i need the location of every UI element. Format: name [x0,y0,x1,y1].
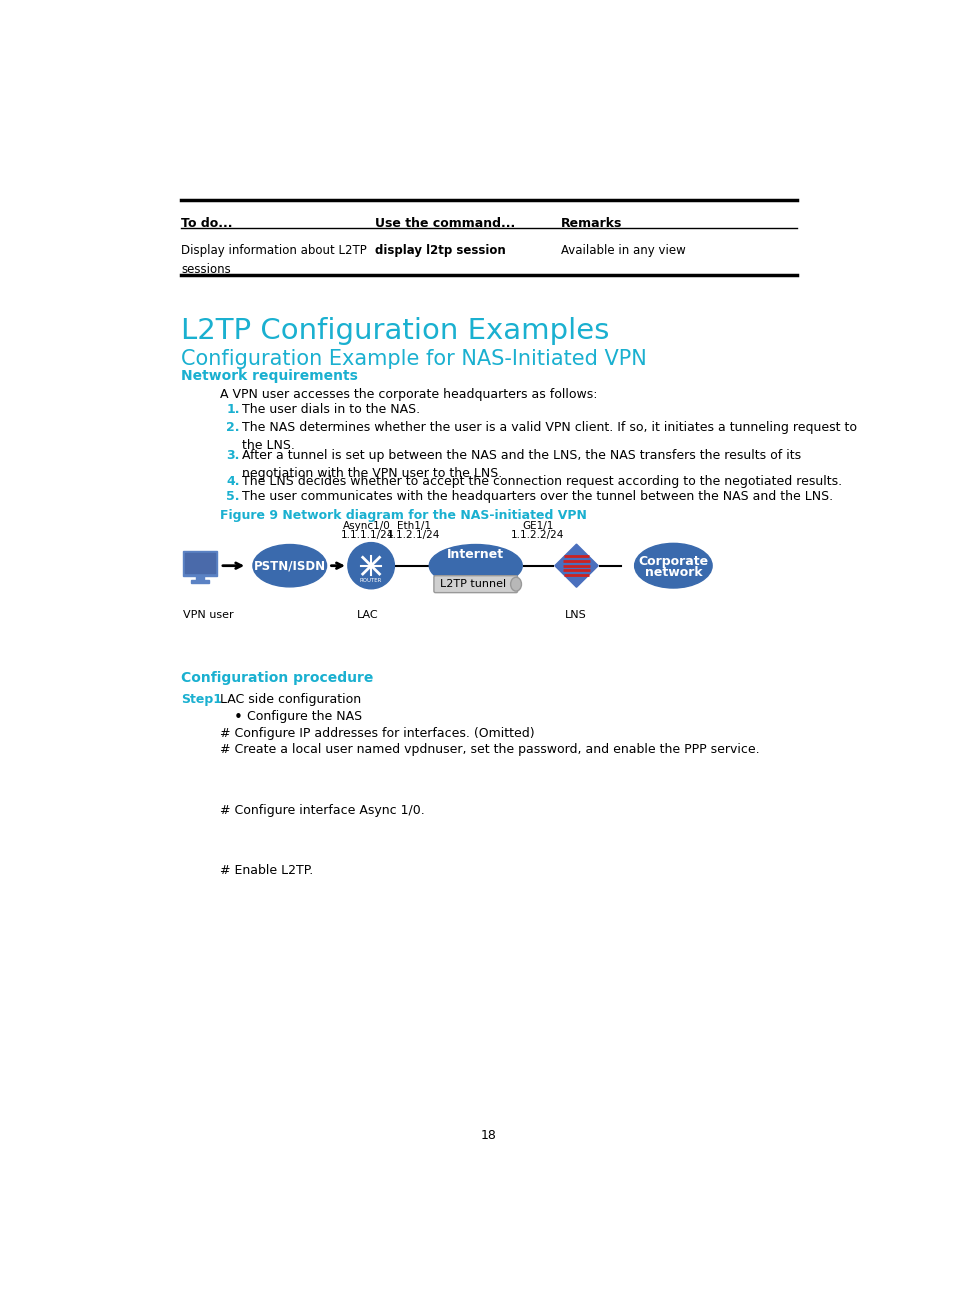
Text: Configuration Example for NAS-Initiated VPN: Configuration Example for NAS-Initiated … [181,349,646,369]
Bar [191,580,209,584]
Text: Display information about L2TP
sessions: Display information about L2TP sessions [181,243,367,276]
Text: Internet: Internet [447,547,504,560]
Text: 1.1.2.2/24: 1.1.2.2/24 [511,531,564,541]
Polygon shape [555,545,598,587]
Text: Async1/0: Async1/0 [343,521,391,531]
Text: L2TP Configuration Examples: L2TP Configuration Examples [181,317,609,345]
FancyBboxPatch shape [434,576,517,593]
Text: 1.1.1.1/24: 1.1.1.1/24 [340,531,394,541]
Text: L2TP tunnel: L2TP tunnel [439,580,505,589]
Circle shape [348,542,394,589]
Text: 1.1.2.1/24: 1.1.2.1/24 [387,531,440,541]
Text: PSTN/ISDN: PSTN/ISDN [253,559,326,572]
Text: 5.: 5. [226,490,239,503]
Ellipse shape [634,543,711,587]
Text: # Create a local user named vpdnuser, set the password, and enable the PPP servi: # Create a local user named vpdnuser, se… [220,743,759,756]
Bar [183,551,216,576]
Text: Eth1/1: Eth1/1 [396,521,431,531]
Text: display l2tp session: display l2tp session [375,243,505,256]
Ellipse shape [429,545,521,587]
Text: LNS: LNS [564,609,586,620]
Text: Step1: Step1 [181,692,222,705]
Text: LAC: LAC [356,609,378,620]
Text: Use the command...: Use the command... [375,217,515,230]
Text: After a tunnel is set up between the NAS and the LNS, the NAS transfers the resu: After a tunnel is set up between the NAS… [241,449,800,480]
Text: A VPN user accesses the corporate headquarters as follows:: A VPN user accesses the corporate headqu… [220,388,597,401]
Text: The user communicates with the headquarters over the tunnel between the NAS and : The user communicates with the headquart… [241,490,832,503]
Text: The user dials in to the NAS.: The user dials in to the NAS. [241,404,419,417]
Text: The LNS decides whether to accept the connection request according to the negoti: The LNS decides whether to accept the co… [241,475,841,488]
Text: 2.: 2. [226,421,239,433]
Text: LAC side configuration: LAC side configuration [220,692,361,705]
Text: Figure 9 Network diagram for the NAS-initiated VPN: Figure 9 Network diagram for the NAS-ini… [220,510,586,523]
Text: Configuration procedure: Configuration procedure [181,672,374,686]
Text: 1.: 1. [226,404,239,417]
Text: To do...: To do... [181,217,233,230]
Text: The NAS determines whether the user is a valid VPN client. If so, it initiates a: The NAS determines whether the user is a… [241,421,856,452]
Text: # Configure interface Async 1/0.: # Configure interface Async 1/0. [220,805,424,818]
Ellipse shape [253,545,326,587]
Text: # Configure IP addresses for interfaces. (Omitted): # Configure IP addresses for interfaces.… [220,727,534,740]
Text: Network requirements: Network requirements [181,369,357,383]
Text: 3.: 3. [226,449,239,462]
Text: GE1/1: GE1/1 [521,521,553,531]
Text: network: network [644,565,701,580]
Text: 18: 18 [480,1130,497,1143]
Text: Remarks: Remarks [560,217,621,230]
Text: •: • [233,709,243,725]
Text: VPN user: VPN user [183,609,233,620]
Bar [185,554,214,573]
Text: Corporate: Corporate [638,555,708,568]
Text: ROUTER: ROUTER [359,578,382,584]
Text: 4.: 4. [226,475,239,488]
Ellipse shape [510,577,521,591]
Text: Configure the NAS: Configure the NAS [247,709,362,722]
Text: # Enable L2TP.: # Enable L2TP. [220,863,313,876]
Text: Available in any view: Available in any view [560,243,685,256]
Bar [195,575,204,582]
